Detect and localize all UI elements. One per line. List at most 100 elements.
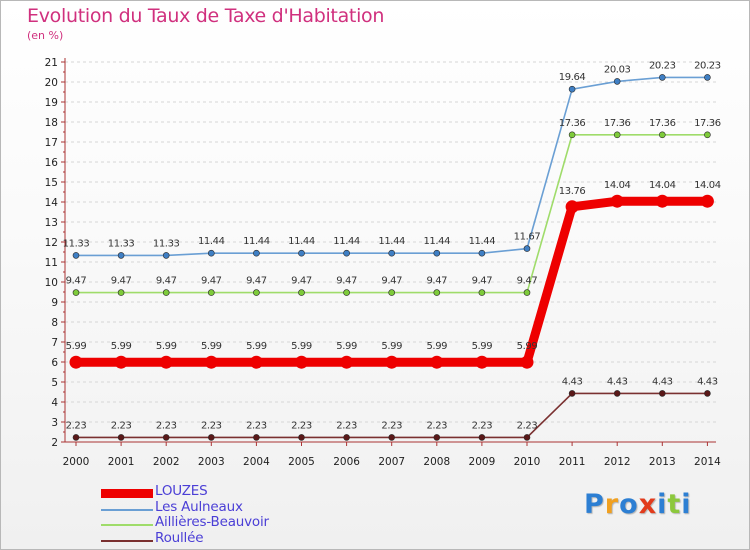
data-label: 5.99 [291,341,312,352]
data-point [523,434,531,441]
data-point [162,252,170,259]
x-tick-label: 2012 [604,456,631,468]
data-label: 5.99 [517,341,538,352]
y-tick-label: 20 [45,77,58,89]
y-tick-label: 11 [45,257,58,269]
data-point [388,249,396,257]
y-tick-label: 5 [51,377,58,389]
legend-label: Roullée [155,529,204,546]
data-point [568,131,576,139]
y-tick-label: 6 [51,357,58,369]
x-tick-label: 2000 [63,456,90,468]
data-label: 2.23 [426,420,447,431]
logo-letter: x [638,489,658,520]
data-label: 11.44 [423,236,450,247]
data-label: 2.23 [336,420,357,431]
data-point [478,249,486,257]
data-point [117,289,125,296]
data-label: 11.44 [378,236,405,247]
data-point [208,434,215,441]
y-tick-label: 15 [45,177,58,189]
data-point [568,390,576,397]
data-label: 17.36 [604,118,631,129]
data-point [208,249,215,257]
x-tick-label: 2001 [108,456,135,468]
y-tick-label: 9 [51,297,58,309]
data-label: 11.44 [469,236,496,247]
data-point [655,194,669,208]
data-point [208,289,215,296]
data-point [520,355,534,369]
data-label: 4.43 [562,376,583,387]
legend-label: Les Aulneaux [155,498,243,515]
data-point [523,245,531,252]
data-point [433,434,441,441]
data-label: 19.64 [559,72,586,83]
data-point [69,355,83,369]
data-label: 5.99 [381,341,402,352]
data-point [253,434,260,441]
legend-swatch-louzes [101,489,153,498]
x-tick-label: 2003 [198,456,225,468]
proxiti-logo: Proxiti [584,489,692,520]
y-tick-label: 17 [45,137,58,149]
y-tick-label: 7 [51,337,58,349]
legend-swatch-aillieres-beauvoir [101,524,153,526]
data-point [295,355,308,369]
data-label: 2.23 [246,420,267,431]
x-tick-label: 2013 [649,456,676,468]
data-label: 9.47 [246,276,267,287]
x-tick-label: 2005 [288,456,315,468]
data-label: 9.47 [426,276,447,287]
y-tick-label: 3 [51,417,58,429]
data-label: 9.47 [336,276,357,287]
data-point [613,131,621,139]
data-label: 14.04 [604,180,631,191]
data-label: 2.23 [472,420,493,431]
data-label: 11.33 [108,238,135,249]
data-label: 9.47 [291,276,312,287]
data-label: 14.04 [649,180,676,191]
data-label: 5.99 [111,341,132,352]
legend-label: Aillières-Beauvoir [155,514,269,530]
data-point [704,74,711,81]
series-roullee [72,390,711,441]
data-label: 2.23 [201,420,222,431]
data-point [343,289,350,296]
data-point [613,78,621,85]
y-tick-label: 13 [45,217,58,229]
x-tick-label: 2002 [153,456,180,468]
data-point [249,355,263,369]
data-point [704,390,711,397]
data-point [253,289,260,296]
data-label: 4.43 [697,376,718,387]
data-label: 5.99 [156,341,177,352]
data-label: 11.44 [198,236,225,247]
data-label: 17.36 [694,118,721,129]
data-point [568,85,576,93]
x-tick-label: 2009 [469,456,496,468]
y-tick-label: 21 [45,57,58,69]
data-point [523,289,531,296]
y-tick-label: 12 [45,237,58,249]
data-point [298,434,305,441]
y-tick-label: 18 [45,117,58,129]
logo-letter: i [657,489,668,520]
data-point [298,249,305,257]
data-point [385,355,399,369]
data-label: 14.04 [694,180,721,191]
data-label: 2.23 [111,420,132,431]
data-point [159,355,173,369]
x-tick-label: 2007 [378,456,405,468]
data-label: 5.99 [472,341,493,352]
data-label: 5.99 [246,341,267,352]
data-point [433,289,441,296]
x-tick-label: 2006 [333,456,360,468]
data-point [72,289,80,296]
data-label: 20.03 [604,64,631,75]
data-labels: 11.33 11.33 11.33 11.44 11.44 11.44 11.44 11.44… [63,60,721,431]
logo-letter: i [681,489,692,520]
series-les-aulneaux [72,74,711,259]
logo-letter: r [604,489,620,520]
